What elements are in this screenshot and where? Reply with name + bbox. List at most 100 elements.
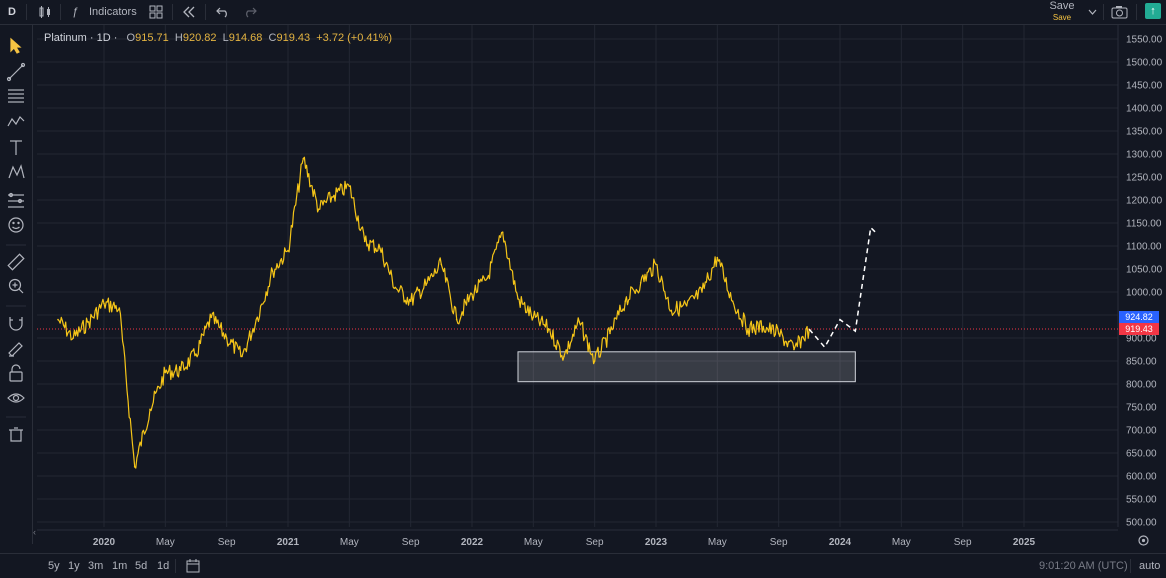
symbol-title[interactable]: Platinum · 1D ·	[44, 32, 118, 44]
price-point	[762, 325, 765, 328]
support-zone-rectangle[interactable]	[517, 351, 856, 383]
price-point	[685, 305, 688, 307]
price-point	[103, 302, 105, 305]
price-point	[701, 291, 703, 293]
goto-date-icon[interactable]	[186, 559, 200, 573]
price-point	[655, 263, 657, 266]
price-point	[149, 408, 151, 411]
high-label: H	[174, 32, 183, 44]
price-point	[777, 332, 780, 335]
price-point	[455, 318, 458, 321]
open-label: O	[126, 32, 136, 44]
fib-icon[interactable]	[8, 89, 24, 103]
publish-arrow-icon[interactable]: ↑	[1145, 3, 1161, 19]
axis-settings-gear-icon[interactable]	[1138, 535, 1149, 546]
replay-icon[interactable]	[182, 6, 196, 18]
close-label: C	[268, 32, 277, 44]
price-point	[532, 316, 535, 319]
projection-dashed-path[interactable]	[808, 226, 879, 349]
eye-icon[interactable]	[7, 393, 25, 403]
range-1y[interactable]: 1y	[68, 560, 80, 572]
symbol-button[interactable]: D	[8, 6, 16, 18]
range-1d[interactable]: 1d	[157, 560, 170, 572]
pattern-icon[interactable]	[8, 164, 25, 179]
fx-icon: ƒ	[72, 6, 79, 18]
price-point	[179, 369, 182, 372]
price-point	[639, 282, 642, 284]
magnet-icon[interactable]	[9, 317, 23, 331]
price-points	[57, 157, 811, 468]
undo-icon[interactable]	[216, 6, 230, 18]
price-point	[133, 466, 136, 468]
text-icon[interactable]	[10, 140, 22, 155]
range-3m[interactable]: 3m	[88, 560, 104, 572]
divider	[175, 559, 176, 573]
price-tick-label: 1500.00	[1126, 58, 1163, 69]
forecast-icon[interactable]	[8, 192, 24, 208]
price-tick-label: 1200.00	[1126, 196, 1163, 207]
trend-line-icon[interactable]	[6, 62, 26, 82]
price-tick-label: 1050.00	[1126, 265, 1163, 276]
trash-icon[interactable]	[9, 427, 23, 442]
price-point	[670, 309, 673, 312]
utc-clock[interactable]: 9:01:20 AM (UTC)	[1039, 560, 1128, 572]
cursor-icon[interactable]	[10, 37, 22, 54]
chevron-down-icon[interactable]	[1088, 8, 1097, 16]
camera-icon[interactable]	[1111, 5, 1128, 19]
price-tick-label: 900.00	[1126, 334, 1157, 345]
price-point	[256, 316, 259, 319]
price-point	[287, 249, 289, 252]
time-axis[interactable]: 2020 May Sep 2021 May Sep 2022 May Sep 2023 May Sep…	[93, 537, 1036, 548]
price-point	[793, 348, 795, 351]
price-point	[241, 355, 243, 358]
candles-icon[interactable]	[38, 5, 52, 19]
price-tick-label: 500.00	[1126, 518, 1157, 529]
price-tick-label: 1400.00	[1126, 104, 1163, 115]
price-tick-label: 1250.00	[1126, 173, 1163, 184]
price-tick-label: 750.00	[1126, 403, 1157, 414]
divider	[1130, 559, 1131, 573]
redo-icon[interactable]	[243, 6, 257, 18]
price-tick-label: 700.00	[1126, 426, 1157, 437]
price-point	[394, 286, 397, 289]
low-value: 914.68	[228, 32, 263, 44]
save-button[interactable]: Save Save	[1040, 1, 1084, 23]
ruler-icon[interactable]	[7, 253, 25, 271]
drawing-toolbar	[0, 25, 33, 544]
price-tick-label: 650.00	[1126, 449, 1157, 460]
range-1m[interactable]: 1m	[112, 560, 128, 572]
price-point	[578, 321, 581, 323]
price-point	[547, 328, 550, 330]
price-point	[563, 355, 565, 358]
zoom-in-icon[interactable]	[8, 278, 24, 294]
change-value: +3.72 (+0.41%)	[316, 32, 393, 44]
range-5y[interactable]: 5y	[48, 560, 60, 572]
price-point	[225, 337, 228, 339]
price-point	[348, 185, 351, 187]
platinum-price-series	[57, 156, 810, 469]
divider	[1103, 4, 1104, 20]
range-5d[interactable]: 5d	[135, 560, 148, 572]
price-point	[501, 231, 504, 233]
price-tick-label: 800.00	[1126, 380, 1157, 391]
auto-scale-toggle[interactable]: auto	[1139, 560, 1161, 572]
price-axis[interactable]: 1550.00 1500.00 1450.00 1400.00 1350.00 1300.…	[1126, 35, 1163, 529]
indicators-button[interactable]: Indicators	[89, 6, 137, 18]
emoji-icon[interactable]	[8, 217, 24, 233]
layout-grid-icon[interactable]	[149, 5, 163, 19]
price-point	[731, 300, 734, 303]
price-point	[486, 277, 489, 280]
save-label: Save	[1049, 0, 1075, 12]
collapse-arrow-icon[interactable]: ‹	[33, 527, 36, 537]
time-tick-label: 2020	[93, 537, 116, 548]
lock-icon[interactable]	[9, 364, 23, 382]
time-tick-label: 2024	[829, 537, 852, 548]
bottom-toolbar: 5y 1y 3m 1m 5d 1d 9:01:20 AM (UTC) auto	[0, 553, 1166, 577]
time-tick-label: 2025	[1013, 537, 1036, 548]
lock-draw-icon[interactable]	[8, 342, 23, 357]
price-point	[302, 157, 305, 160]
price-point	[164, 371, 167, 374]
price-point	[210, 316, 213, 319]
brush-icon[interactable]	[7, 116, 25, 127]
